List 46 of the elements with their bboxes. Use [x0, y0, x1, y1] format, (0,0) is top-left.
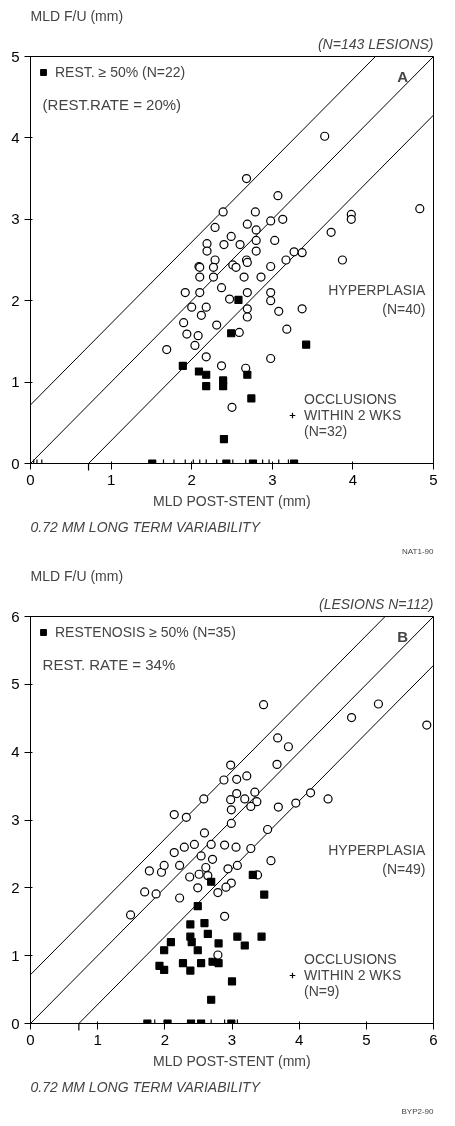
x-tick-label: 0: [26, 470, 35, 488]
y-tick-label: 1: [11, 946, 20, 964]
y-tick-label: 3: [11, 210, 20, 228]
y-tick-label: 2: [11, 291, 20, 309]
y-tick-label: 1: [11, 373, 20, 391]
y-tick-label: 4: [11, 128, 20, 146]
annotation: 0.72 MM LONG TERM VARIABILITY: [30, 1078, 262, 1095]
x-tick-label: 2: [160, 1030, 170, 1048]
series-label: HYPERPLASIA (N=40): [328, 281, 427, 317]
text: A: [397, 67, 409, 85]
y-tick-label: 2: [11, 878, 20, 896]
x-tick-label: 5: [429, 470, 438, 488]
x-tick-label: 3: [268, 470, 277, 488]
text: BYP2-90: [401, 1106, 435, 1116]
x-axis-title: MLD POST-STENT (mm): [153, 492, 311, 509]
legend-label: RESTENOSIS ≥ 50% (N=35): [55, 624, 236, 640]
x-tick-label: 1: [93, 1030, 102, 1048]
x-axis-title: MLD POST-STENT (mm): [153, 1052, 311, 1069]
annotation: REST. RATE = 34%: [42, 656, 176, 674]
x-tick-label: 6: [429, 1030, 438, 1048]
text: HYPERPLASIA (N=49): [328, 841, 427, 877]
text: B: [397, 627, 409, 645]
y-tick-label: 5: [11, 47, 20, 65]
x-tick-label: 0: [26, 1030, 35, 1048]
x-tick-label: 4: [295, 1030, 304, 1048]
x-tick-label: 4: [348, 470, 358, 488]
y-tick-label: 0: [11, 454, 20, 472]
x-tick-label: 2: [187, 470, 196, 488]
x-tick-label: 5: [362, 1030, 371, 1048]
text: NAT1-90: [402, 546, 435, 556]
x-tick-label: 1: [106, 470, 116, 488]
y-axis-title: MLD F/U (mm): [30, 567, 124, 584]
x-tick-label: 3: [227, 1030, 237, 1048]
y-tick-label: 6: [11, 607, 20, 625]
y-tick-label: 4: [11, 743, 20, 761]
annotation: 0.72 MM LONG TERM VARIABILITY: [30, 518, 262, 535]
y-tick-label: 3: [11, 811, 20, 828]
chart-subtitle: (N=143 LESIONS): [317, 35, 434, 52]
annotation: (REST.RATE = 20%): [42, 96, 182, 114]
legend-label: OCCLUSIONS WITHIN 2 WKS (N=32): [304, 391, 402, 439]
chart-subtitle: (LESIONS N=112): [318, 595, 434, 612]
y-tick-label: 5: [11, 675, 20, 693]
y-tick-label: 0: [11, 1014, 20, 1032]
legend-label: REST. ≥ 50% (N=22): [55, 64, 186, 80]
legend-label: OCCLUSIONS WITHIN 2 WKS (N=9): [304, 951, 402, 999]
y-axis-title: MLD F/U (mm): [30, 7, 124, 24]
